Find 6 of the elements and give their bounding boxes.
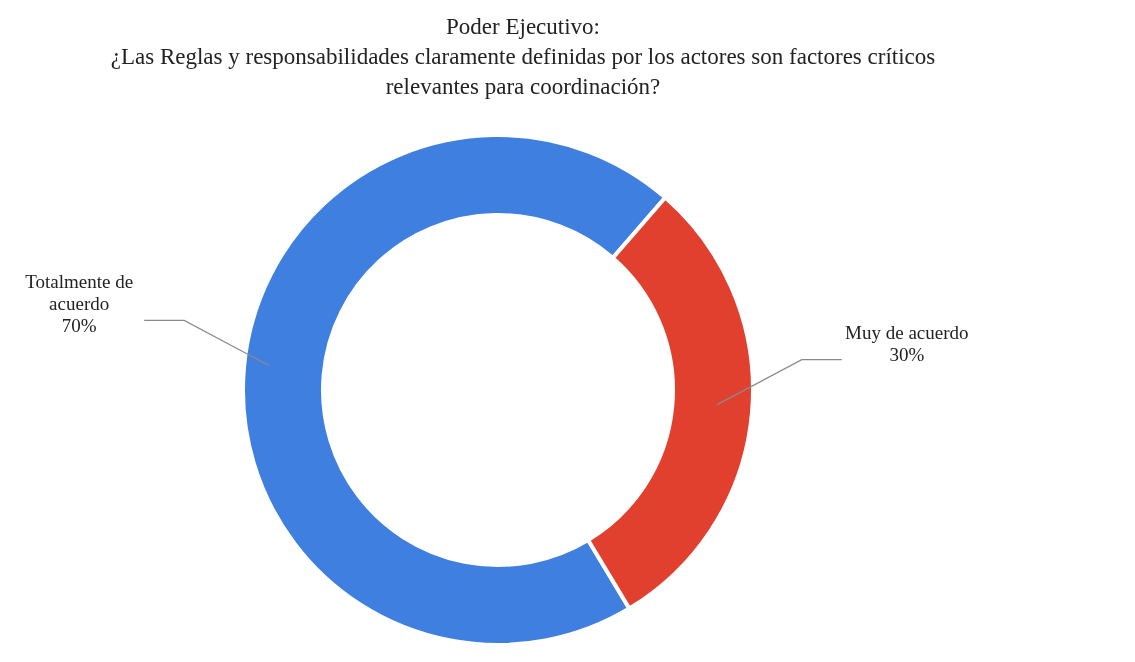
chart-subtitle: ¿Las Reglas y responsabilidades claramente definidas por los actores son factores críticos relevantes para coordinación?: [109, 43, 937, 101]
data-label: 70%: [61, 315, 97, 337]
slice-label: Totalmente de acuerdo: [25, 271, 134, 315]
data-label: 30%: [889, 343, 925, 365]
slice-label: Muy de acuerdo: [845, 321, 969, 343]
chart-title: Poder Ejecutivo:: [445, 13, 601, 41]
